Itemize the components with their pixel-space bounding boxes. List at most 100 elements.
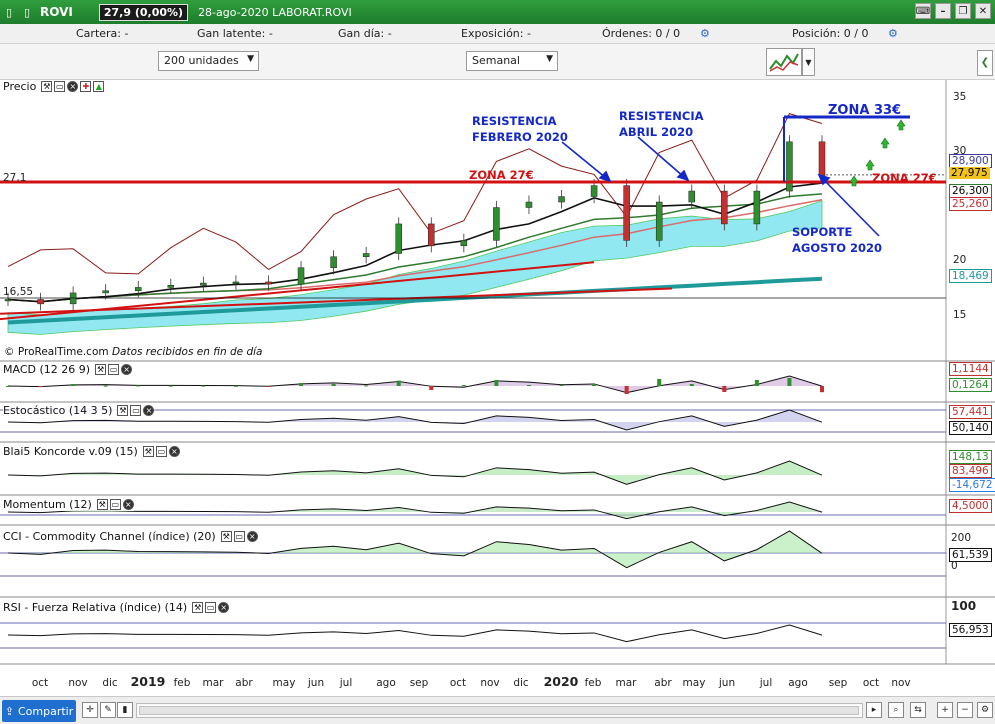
add-indicator-icon[interactable]: ✚ xyxy=(80,81,92,92)
close-icon[interactable]: × xyxy=(168,446,180,457)
cci-tick-200: 200 xyxy=(951,532,972,544)
close-icon[interactable]: × xyxy=(218,602,230,613)
wrench-icon[interactable]: ⚒ xyxy=(142,446,154,457)
symbol-label: ROVI xyxy=(40,5,73,19)
koncorde-chart xyxy=(7,460,823,485)
macd-histogram-bar xyxy=(396,380,401,386)
macd-histogram-bar xyxy=(266,386,271,387)
side-panel-toggle[interactable]: ❮ xyxy=(977,50,993,76)
x-tick-label: may xyxy=(273,677,296,689)
annotation-line: RESISTENCIA xyxy=(472,114,557,128)
candle xyxy=(362,253,370,258)
scroll-right-icon[interactable]: ▸ xyxy=(866,702,882,718)
scroll-thumb[interactable] xyxy=(139,706,859,715)
x-tick-label: ago xyxy=(788,677,808,689)
window-icon[interactable]: ▭ xyxy=(155,446,167,457)
candle xyxy=(721,190,728,225)
window-icon[interactable]: ▭ xyxy=(205,602,217,613)
x-tick-label: nov xyxy=(68,677,87,689)
window-icon[interactable]: ▭ xyxy=(130,405,142,416)
zoom-in-icon[interactable]: + xyxy=(937,702,953,718)
konc-value-3: -14,672 xyxy=(949,478,995,492)
chart-type-icon xyxy=(769,53,799,72)
stoch-panel-label[interactable]: Estocástico (14 3 5) ⚒ ▭ × xyxy=(3,404,155,417)
period-select-value: Semanal xyxy=(472,54,520,67)
candle xyxy=(200,282,207,286)
draw-tools-icon[interactable]: ✎ xyxy=(100,702,116,718)
keyboard-icon[interactable]: ⌨ xyxy=(915,3,931,19)
x-tick-label: jul xyxy=(339,677,353,689)
x-tick-label: oct xyxy=(863,677,879,689)
koncorde-line xyxy=(7,460,823,485)
macd-histogram-bar xyxy=(429,386,434,390)
close-icon[interactable]: × xyxy=(246,531,258,542)
macd-panel-label[interactable]: MACD (12 26 9) ⚒ ▭ × xyxy=(3,363,133,376)
cci-panel-label[interactable]: CCI - Commodity Channel (índice) (20) ⚒ ▭… xyxy=(3,530,258,543)
crosshair-icon[interactable]: ✛ xyxy=(82,702,98,718)
close-icon[interactable]: × xyxy=(143,405,155,416)
wrench-icon[interactable]: ⚒ xyxy=(117,405,129,416)
date-label: 28-ago-2020 LABORAT.ROVI xyxy=(198,5,352,19)
posicion-gear-icon[interactable]: ⚙ xyxy=(888,27,898,40)
zoom-icon[interactable]: ⌕ xyxy=(888,702,904,718)
green-arrows xyxy=(849,119,906,187)
move-up-icon[interactable]: ▲ xyxy=(93,81,105,92)
cci-value: 61,539 xyxy=(949,548,992,562)
close-icon[interactable]: × xyxy=(122,499,134,510)
credit-text: © ProRealTime.com Datos recibidos en fin… xyxy=(4,346,262,358)
period-select[interactable]: Semanal ▼ xyxy=(466,51,558,71)
candle xyxy=(297,267,305,285)
wrench-icon[interactable]: ⚒ xyxy=(220,531,232,542)
cci-line xyxy=(7,530,823,569)
cci-area xyxy=(8,531,822,568)
rsi-value: 56,953 xyxy=(949,623,992,637)
arrow-res-apr-head xyxy=(676,169,690,182)
candle xyxy=(460,240,468,247)
wrench-icon[interactable]: ⚒ xyxy=(95,364,107,375)
chart-window-icon[interactable]: ▯ xyxy=(23,5,31,19)
units-select[interactable]: 200 unidades ▼ xyxy=(158,51,259,71)
chart-type-dropdown[interactable]: ▼ xyxy=(802,48,815,76)
x-tick-label: oct xyxy=(32,677,48,689)
fit-icon[interactable]: ⇆ xyxy=(910,702,926,718)
ordenes-gear-icon[interactable]: ⚙ xyxy=(700,27,710,40)
restore-button[interactable]: ❐ xyxy=(955,3,971,19)
price-ma3-label: 18,469 xyxy=(949,269,992,283)
window-icon[interactable]: ▭ xyxy=(108,364,120,375)
minimize-button[interactable]: – xyxy=(935,3,951,19)
window-icon[interactable]: ▭ xyxy=(109,499,121,510)
momentum-panel-label[interactable]: Momentum (12) ⚒ ▭ × xyxy=(3,498,134,511)
close-icon[interactable]: × xyxy=(121,364,133,375)
settings-icon[interactable]: ⚙ xyxy=(977,702,993,718)
candle-icon[interactable]: ▮ xyxy=(117,702,133,718)
trendline-2 xyxy=(0,287,673,315)
x-tick-label: may xyxy=(683,677,706,689)
chart-type-button[interactable] xyxy=(766,48,802,76)
menu-icon[interactable]: ▯ xyxy=(5,5,13,19)
annotation-res-apr: RESISTENCIA ABRIL 2020 xyxy=(619,108,704,140)
wrench-icon[interactable]: ⚒ xyxy=(96,499,108,510)
wrench-icon[interactable]: ⚒ xyxy=(41,81,53,92)
koncorde-panel-label[interactable]: Blai5 Koncorde v.09 (15) ⚒ ▭ × xyxy=(3,445,180,458)
time-scrollbar[interactable] xyxy=(136,703,863,718)
window-icon[interactable]: ▭ xyxy=(233,531,245,542)
price-panel-label[interactable]: Precio ⚒ ▭ × ✚ ▲ xyxy=(3,80,105,93)
candle xyxy=(4,299,12,302)
rsi-panel-label[interactable]: RSI - Fuerza Relativa (índice) (14) ⚒ ▭ × xyxy=(3,601,230,614)
x-tick-label: dic xyxy=(102,677,118,689)
window-icon[interactable]: ▭ xyxy=(54,81,66,92)
x-tick-label: nov xyxy=(480,677,499,689)
close-button[interactable]: ✕ xyxy=(975,3,991,19)
stochastic-chart xyxy=(7,409,823,431)
wrench-icon[interactable]: ⚒ xyxy=(192,602,204,613)
teal-moving-average xyxy=(7,276,823,325)
share-button[interactable]: ⇪ Compartir xyxy=(2,700,76,722)
koncorde-area xyxy=(8,461,822,485)
x-tick-label: oct xyxy=(450,677,466,689)
price-last-label: 27,975 xyxy=(949,167,990,179)
candle xyxy=(167,284,175,288)
zoom-out-icon[interactable]: − xyxy=(957,702,973,718)
close-icon[interactable]: × xyxy=(67,81,79,92)
x-tick-label: feb xyxy=(585,677,602,689)
panel-title: Momentum (12) xyxy=(3,498,92,511)
